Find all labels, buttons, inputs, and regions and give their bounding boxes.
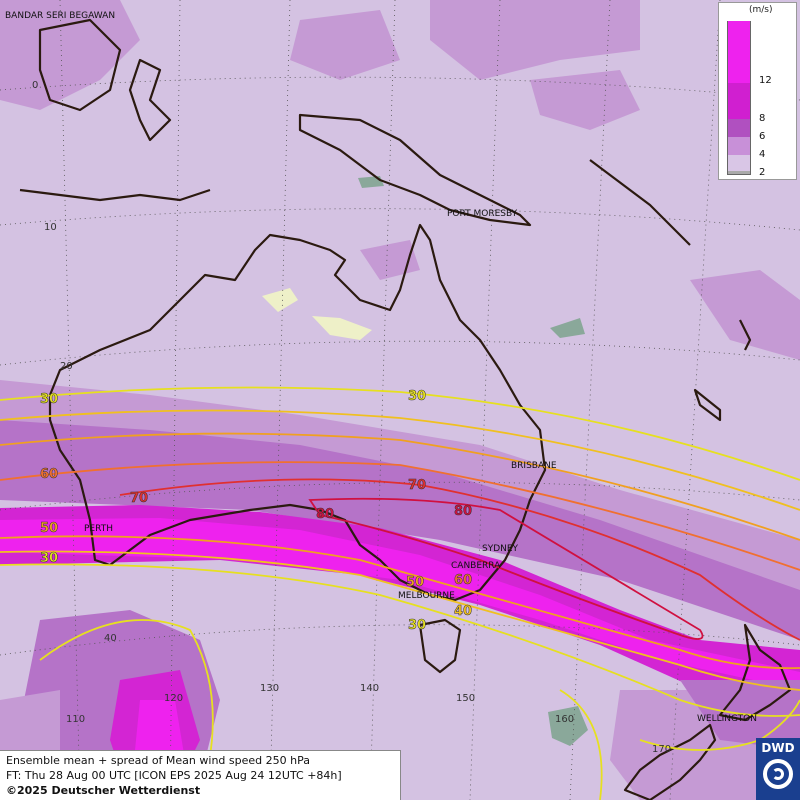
contour-labels: 30 30 60 70 70 80 80 50 30 50 60 40 30 (40, 389, 473, 634)
contour-50-south (0, 535, 800, 670)
contour-30-north (0, 386, 800, 481)
vanuatu-coastline (739, 319, 752, 351)
contour-label: 80 (454, 504, 472, 519)
contour-label: 30 (40, 392, 58, 407)
forecast-time: FT: Thu 28 Aug 00 UTC [ICON EPS 2025 Aug… (6, 769, 342, 782)
contour-label: 60 (40, 467, 58, 482)
city-label: BANDAR SERI BEGAWAN (5, 11, 115, 21)
contour-label: 60 (454, 573, 472, 588)
logo-text: DWD (761, 741, 795, 755)
new-zealand-north-coastline (718, 623, 792, 722)
tasmania-coastline (418, 618, 462, 674)
new-guinea-coastline (298, 113, 532, 227)
contour-30-south (0, 563, 800, 717)
city-label: CANBERRA (451, 561, 501, 571)
city-label: SYDNEY (482, 544, 519, 554)
lon-label: 130 (260, 683, 279, 694)
copyright-credit: ©2025 Deutscher Wetterdienst (6, 784, 201, 797)
nusa-tenggara-coastline (19, 188, 211, 202)
lat-label: 40 (104, 633, 117, 644)
cities: BANDAR SERI BEGAWAN PORT MORESBY BRISBAN… (5, 11, 757, 724)
lon-label: 120 (164, 693, 183, 704)
legend-swatch-8-12 (727, 83, 751, 119)
lon-label: 170 (652, 744, 671, 755)
city-label: MELBOURNE (398, 591, 455, 601)
australia-coastline (48, 223, 547, 602)
contour-label: 50 (406, 575, 424, 590)
lat-label: 20 (60, 361, 73, 372)
lat-label: 0 (32, 80, 38, 91)
contour-40-south (0, 550, 800, 691)
product-title: Ensemble mean + spread of Mean wind spee… (6, 754, 310, 767)
contour-30-sw (39, 619, 214, 800)
contour-label: 30 (408, 618, 426, 633)
contour-70 (119, 478, 800, 641)
legend-tick: 12 (759, 75, 772, 86)
legend-tick: 8 (759, 113, 766, 124)
contour-label: 30 (408, 389, 426, 404)
dwd-logo: DWD (756, 738, 800, 800)
grid-labels: 0 10 20 40 110 120 130 140 150 160 170 (32, 80, 671, 755)
lon-label: 160 (555, 714, 574, 725)
legend-tick: 4 (759, 149, 766, 160)
contour-label: 80 (316, 507, 334, 522)
color-legend: (m/s) 12 8 6 4 2 (718, 2, 797, 180)
info-box: Ensemble mean + spread of Mean wind spee… (0, 750, 401, 800)
lon-label: 140 (360, 683, 379, 694)
contour-label: 40 (454, 604, 472, 619)
new-caledonia-coastline (693, 388, 722, 422)
legend-tick: 6 (759, 131, 766, 142)
legend-swatch-0-2 (727, 171, 751, 175)
contour-label: 30 (40, 551, 58, 566)
legend-swatch-4-6 (727, 137, 751, 155)
borneo-coastline (38, 18, 122, 112)
contour-50-north (0, 432, 800, 541)
legend-swatch-12-plus (727, 21, 751, 83)
lon-label: 110 (66, 714, 85, 725)
contour-label: 70 (408, 478, 426, 493)
city-label: PERTH (84, 524, 113, 534)
contour-40-north (0, 409, 800, 511)
contour-label: 70 (130, 491, 148, 506)
legend-tick: 2 (759, 167, 766, 178)
contour-60-north (0, 461, 800, 571)
solomons-coastline (589, 159, 691, 246)
contour-30-se (559, 689, 603, 800)
contour-label: 50 (40, 521, 58, 536)
sulawesi-coastline (128, 58, 172, 142)
swirl-icon (763, 759, 793, 789)
city-label: BRISBANE (511, 461, 557, 471)
legend-swatch-6-8 (727, 119, 751, 137)
wind-contours (0, 386, 800, 800)
city-label: PORT MORESBY (447, 209, 518, 219)
contour-30-nz (639, 699, 800, 751)
city-label: WELLINGTON (697, 714, 757, 724)
legend-unit: (m/s) (749, 5, 773, 15)
contour-80 (308, 497, 704, 640)
lon-label: 150 (456, 693, 475, 704)
lat-label: 10 (44, 222, 57, 233)
legend-swatch-2-4 (727, 155, 751, 171)
